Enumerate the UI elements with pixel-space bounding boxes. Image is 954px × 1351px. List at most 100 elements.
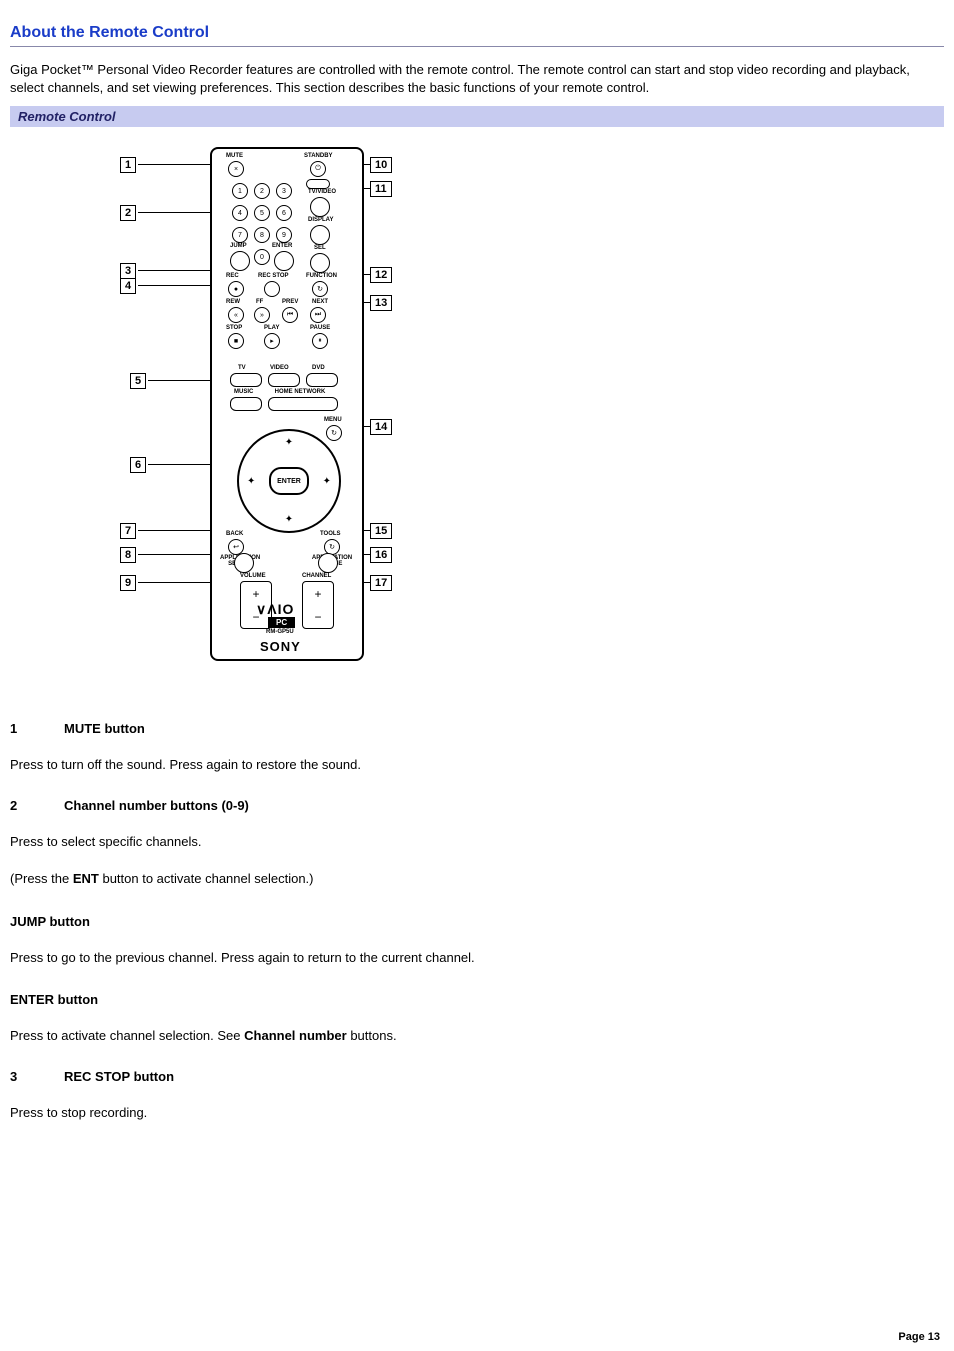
- def-desc: Press to turn off the sound. Press again…: [10, 756, 944, 774]
- menu-button-icon: ↻: [326, 425, 342, 441]
- def-desc: Press to select specific channels.: [10, 833, 944, 851]
- label-function: FUNCTION: [306, 273, 337, 279]
- leader: [138, 270, 210, 271]
- label-standby: STANDBY: [304, 153, 333, 159]
- callout-12: 12: [370, 267, 392, 283]
- appclose-button-icon: [318, 553, 338, 573]
- next-button-icon: ⏭: [310, 307, 326, 323]
- ent-bold: ENT: [73, 871, 99, 886]
- callout-4: 4: [120, 278, 136, 294]
- enter-button-icon: [274, 251, 294, 271]
- leader: [138, 554, 210, 555]
- leader: [138, 582, 210, 583]
- def-num: 1: [10, 721, 64, 736]
- ent-post: button to activate channel selection.): [99, 871, 314, 886]
- mode-tv-pill: [230, 373, 262, 387]
- remote-body: MUTE STANDBY × ⏻ TV/VIDEO DISPLAY SEL 1 …: [210, 147, 364, 661]
- section-bar-remote: Remote Control: [10, 106, 944, 127]
- num-8: 8: [254, 227, 270, 243]
- sel-button-icon: [310, 253, 330, 273]
- label-rec: REC: [226, 273, 239, 279]
- stop-button-icon: ■: [228, 333, 244, 349]
- logo-model: RM-GP5U: [266, 629, 294, 635]
- def-num: 3: [10, 1069, 64, 1084]
- callout-1: 1: [120, 157, 136, 173]
- appselect-button-icon: [234, 553, 254, 573]
- enter-post: buttons.: [347, 1028, 397, 1043]
- label-jump: JUMP: [230, 243, 247, 249]
- leader: [148, 464, 210, 465]
- label-volume: VOLUME: [240, 573, 266, 579]
- num-5: 5: [254, 205, 270, 221]
- label-sel: SEL: [314, 245, 326, 251]
- ent-line: (Press the ENT button to activate channe…: [10, 870, 944, 888]
- leader: [148, 380, 210, 381]
- callout-7: 7: [120, 523, 136, 539]
- def-row-3: 3 REC STOP button: [10, 1069, 944, 1084]
- mode-video-pill: [268, 373, 300, 387]
- num-1: 1: [232, 183, 248, 199]
- label-mode-home: HOME NETWORK: [270, 389, 330, 395]
- channel-rocker: +−: [302, 581, 334, 629]
- label-tools: TOOLS: [320, 531, 341, 537]
- intro-paragraph: Giga Pocket™ Personal Video Recorder fea…: [10, 61, 944, 96]
- def-row-2: 2 Channel number buttons (0-9): [10, 798, 944, 813]
- mute-button-icon: ×: [228, 161, 244, 177]
- label-menu: MENU: [324, 417, 342, 423]
- label-ff: FF: [256, 299, 263, 305]
- tvvideo-button-icon: [310, 197, 330, 217]
- label-next: NEXT: [312, 299, 328, 305]
- jump-desc: Press to go to the previous channel. Pre…: [10, 949, 944, 967]
- mode-dvd-pill: [306, 373, 338, 387]
- num-2: 2: [254, 183, 270, 199]
- label-recstop: REC STOP: [258, 273, 289, 279]
- label-mode-dvd: DVD: [312, 365, 325, 371]
- num-0: 0: [254, 249, 270, 265]
- label-enter: ENTER: [272, 243, 292, 249]
- num-4: 4: [232, 205, 248, 221]
- callout-11: 11: [370, 181, 392, 197]
- jump-title: JUMP button: [10, 914, 944, 929]
- def-num: 2: [10, 798, 64, 813]
- definitions: 1 MUTE button Press to turn off the soun…: [10, 721, 944, 1121]
- leader: [138, 212, 210, 213]
- def-title: REC STOP button: [64, 1069, 174, 1084]
- dpad-enter: ENTER: [269, 467, 309, 495]
- leader: [138, 530, 210, 531]
- ff-button-icon: »: [254, 307, 270, 323]
- callout-3: 3: [120, 263, 136, 279]
- prev-button-icon: ⏮: [282, 307, 298, 323]
- num-6: 6: [276, 205, 292, 221]
- label-mode-music: MUSIC: [234, 389, 253, 395]
- num-3: 3: [276, 183, 292, 199]
- callout-8: 8: [120, 547, 136, 563]
- def-title: MUTE button: [64, 721, 145, 736]
- logo-pc: PC: [268, 617, 295, 628]
- jump-button-icon: [230, 251, 250, 271]
- mode-music-pill: [230, 397, 262, 411]
- logo-vaio: ∨ΛIO: [256, 601, 294, 618]
- leader: [138, 164, 210, 165]
- label-stop: STOP: [226, 325, 242, 331]
- enter-title: ENTER button: [10, 992, 944, 1007]
- remote-diagram: 1 2 3 4 5 6 7 8 9 10 11 12 13 14 15 16 1…: [120, 135, 510, 675]
- play-button-icon: ▸: [264, 333, 280, 349]
- label-back: BACK: [226, 531, 243, 537]
- label-prev: PREV: [282, 299, 298, 305]
- page-title: About the Remote Control: [10, 24, 944, 47]
- label-rew: REW: [226, 299, 240, 305]
- label-tvvideo: TV/VIDEO: [308, 189, 336, 195]
- enter-pre: Press to activate channel selection. See: [10, 1028, 244, 1043]
- video-pill: [306, 179, 330, 189]
- callout-5: 5: [130, 373, 146, 389]
- label-mode-tv: TV: [238, 365, 246, 371]
- enter-bold: Channel number: [244, 1028, 347, 1043]
- def-desc: Press to stop recording.: [10, 1104, 944, 1122]
- label-mute: MUTE: [226, 153, 243, 159]
- callout-16: 16: [370, 547, 392, 563]
- callout-10: 10: [370, 157, 392, 173]
- label-channel: CHANNEL: [302, 573, 331, 579]
- function-button-icon: ↻: [312, 281, 328, 297]
- num-7: 7: [232, 227, 248, 243]
- pause-button-icon: ⏸: [312, 333, 328, 349]
